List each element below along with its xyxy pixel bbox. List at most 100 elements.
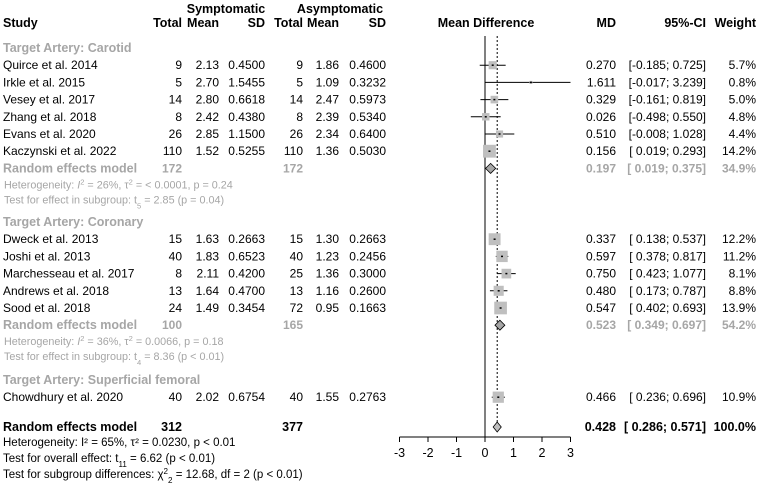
- weight-value: 12.2%: [722, 232, 756, 246]
- weight-value: 4.8%: [729, 110, 757, 124]
- sd-asymptomatic: 0.5030: [349, 144, 386, 158]
- md-value: 0.329: [586, 93, 616, 107]
- study-name: Chowdhury et al. 2020: [3, 390, 123, 404]
- total-symptomatic: 24: [169, 301, 183, 315]
- subgroup-effect-test: Test for effect in subgroup: t4 = 8.36 (…: [4, 351, 224, 367]
- mean-symptomatic: 1.49: [196, 301, 220, 315]
- total-asymptomatic: 14: [290, 93, 304, 107]
- subgroup-total-symptomatic: 100: [162, 318, 182, 332]
- ci-value: [ 0.423; 1.077]: [629, 267, 706, 281]
- header-mean-2: Mean: [307, 16, 339, 30]
- ci-value: [-0.161; 0.819]: [629, 93, 706, 107]
- sd-symptomatic: 1.1500: [228, 127, 265, 141]
- subgroup-heterogeneity: Heterogeneity: I2 = 36%, τ2 = 0.0066, p …: [4, 334, 223, 349]
- overall-effect-test: Test for overall effect: t11 = 6.62 (p <…: [3, 453, 215, 469]
- md-value: 0.597: [586, 249, 616, 263]
- weight-value: 0.8%: [729, 75, 757, 89]
- ci-value: [-0.185; 0.725]: [629, 58, 706, 72]
- total-asymptomatic: 13: [290, 284, 304, 298]
- md-value: 0.026: [586, 110, 616, 124]
- weight-value: 11.2%: [723, 249, 756, 263]
- mean-symptomatic: 2.13: [196, 58, 220, 72]
- mean-asymptomatic: 1.09: [316, 75, 340, 89]
- mean-symptomatic: 2.11: [197, 267, 220, 281]
- ci-value: [ 0.402; 0.693]: [629, 301, 706, 315]
- subgroup-diamond: [494, 319, 506, 331]
- sd-symptomatic: 0.3454: [228, 301, 265, 315]
- study-name: Irkle et al. 2015: [3, 75, 85, 89]
- total-asymptomatic: 5: [296, 75, 303, 89]
- subgroup-ci: [ 0.349; 0.697]: [627, 318, 706, 332]
- sd-symptomatic: 0.2663: [228, 232, 265, 246]
- weight-value: 8.1%: [729, 267, 757, 281]
- sd-asymptomatic: 0.5340: [349, 110, 386, 124]
- sd-symptomatic: 0.4380: [228, 110, 265, 124]
- overall-label: Random effects model: [3, 420, 137, 434]
- header-total-2: Total: [274, 16, 303, 30]
- overall-total-symptomatic: 312: [161, 420, 182, 434]
- total-asymptomatic: 25: [290, 267, 304, 281]
- header-study: Study: [3, 16, 38, 30]
- mean-asymptomatic: 2.34: [316, 127, 340, 141]
- subgroup-label: Target Artery: Carotid: [3, 41, 132, 55]
- subgroup-pooled-label: Random effects model: [3, 318, 137, 332]
- study-name: Vesey et al. 2017: [3, 93, 95, 107]
- md-value: 0.547: [586, 301, 616, 315]
- subgroup-label: Target Artery: Superficial femoral: [3, 373, 200, 387]
- ci-value: [ 0.236; 0.696]: [629, 390, 706, 404]
- overall-diamond: [492, 421, 502, 433]
- subgroup-label: Target Artery: Coronary: [3, 215, 143, 229]
- mean-symptomatic: 2.80: [196, 93, 220, 107]
- mean-symptomatic: 2.70: [196, 75, 220, 89]
- study-name: Zhang et al. 2018: [3, 110, 97, 124]
- subgroup-md: 0.197: [586, 161, 616, 175]
- table-rows: Target Artery: Carotid Quirce et al. 2014…: [3, 41, 756, 404]
- sd-symptomatic: 0.4700: [228, 284, 265, 298]
- mean-asymptomatic: 2.47: [316, 93, 340, 107]
- total-asymptomatic: 15: [290, 232, 304, 246]
- overall-footer: Random effects model 312 377 0.428[ 0.286; …: [3, 420, 756, 484]
- md-value: 0.337: [586, 232, 616, 246]
- sd-asymptomatic: 0.6400: [349, 127, 386, 141]
- sd-asymptomatic: 0.5973: [349, 93, 386, 107]
- total-symptomatic: 40: [169, 390, 183, 404]
- overall-weight: 100.0%: [714, 420, 756, 434]
- subgroup-total-asymptomatic: 172: [283, 161, 303, 175]
- sd-symptomatic: 0.4500: [228, 58, 265, 72]
- md-value: 0.466: [586, 390, 616, 404]
- weight-value: 13.9%: [722, 301, 756, 315]
- total-symptomatic: 26: [169, 127, 183, 141]
- mean-asymptomatic: 1.23: [316, 249, 340, 263]
- mean-symptomatic: 1.63: [196, 232, 220, 246]
- total-asymptomatic: 26: [290, 127, 304, 141]
- sd-symptomatic: 0.5255: [228, 144, 265, 158]
- subgroup-pooled-label: Random effects model: [3, 161, 137, 175]
- weight-value: 5.0%: [729, 93, 757, 107]
- mean-asymptomatic: 2.39: [316, 110, 340, 124]
- md-value: 1.611: [587, 75, 616, 89]
- sd-asymptomatic: 0.2600: [349, 284, 386, 298]
- x-tick-label: 0: [482, 446, 489, 460]
- header-symptomatic: Symptomatic: [187, 2, 266, 16]
- subgroup-weight: 34.9%: [722, 161, 756, 175]
- header-mean-1: Mean: [187, 16, 219, 30]
- total-symptomatic: 110: [163, 144, 182, 158]
- ci-value: [-0.017; 3.239]: [629, 75, 706, 89]
- total-asymptomatic: 9: [296, 58, 303, 72]
- total-asymptomatic: 40: [290, 390, 304, 404]
- weight-value: 4.4%: [729, 127, 757, 141]
- sd-asymptomatic: 0.3232: [349, 75, 386, 89]
- md-value: 0.156: [586, 144, 616, 158]
- header-sd-1: SD: [248, 16, 265, 30]
- md-value: 0.510: [586, 127, 616, 141]
- mean-asymptomatic: 1.55: [316, 390, 340, 404]
- mean-asymptomatic: 1.36: [316, 144, 340, 158]
- overall-total-asymptomatic: 377: [282, 420, 303, 434]
- subgroup-heterogeneity: Heterogeneity: I2 = 26%, τ2 = < 0.0001, …: [4, 177, 233, 192]
- mean-symptomatic: 2.02: [196, 390, 220, 404]
- mean-asymptomatic: 1.30: [316, 232, 340, 246]
- mean-asymptomatic: 0.95: [316, 301, 340, 315]
- x-tick-label: 2: [539, 446, 546, 460]
- total-symptomatic: 9: [175, 58, 182, 72]
- header-md: MD: [597, 16, 616, 30]
